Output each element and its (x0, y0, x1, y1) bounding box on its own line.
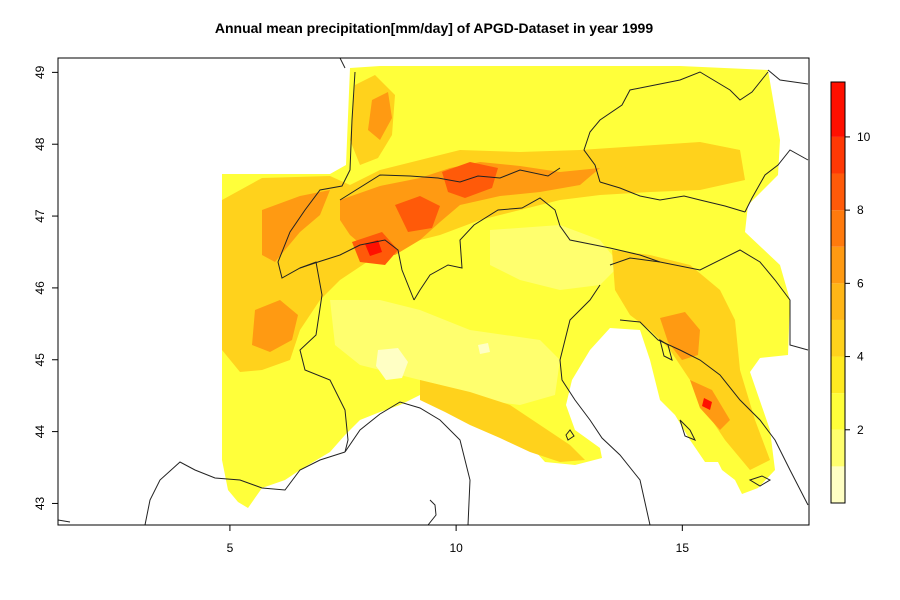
y-axis: 43 44 45 46 47 48 49 (33, 65, 58, 510)
precip-region (660, 312, 700, 360)
precip-region (376, 348, 408, 380)
x-tick-label: 5 (227, 541, 234, 555)
precip-region (368, 92, 392, 140)
x-tick-label: 15 (676, 541, 690, 555)
colorbar-swatch (831, 246, 845, 284)
precip-region (442, 162, 498, 198)
colorbar-swatch (831, 173, 845, 211)
precip-region (252, 300, 298, 352)
y-tick-label: 44 (33, 425, 47, 439)
precip-region (330, 300, 560, 405)
precip-region (490, 225, 620, 290)
precip-region (702, 398, 712, 410)
precip-region (420, 380, 585, 462)
colorbar-tick-label: 10 (857, 130, 871, 144)
x-tick-label: 10 (449, 541, 463, 555)
border-line (767, 69, 809, 85)
colorbar-tick-label: 4 (857, 350, 864, 364)
precip-region (340, 162, 600, 255)
precip-region (600, 150, 720, 172)
border-line (339, 167, 561, 201)
x-axis: 5 10 15 (227, 525, 690, 555)
colorbar-swatch (831, 356, 845, 394)
colorbar-swatch (831, 283, 845, 320)
plot-frame (57, 57, 810, 526)
country-borders (58, 58, 809, 525)
colorbar-swatch (831, 319, 845, 357)
colorbar-tick-label: 8 (857, 203, 864, 217)
colorbar-swatch (831, 466, 845, 503)
y-tick-label: 49 (33, 65, 47, 79)
colorbar-swatch (831, 136, 845, 174)
border-line (599, 181, 746, 213)
y-tick-label: 47 (33, 209, 47, 223)
border-line (583, 87, 641, 183)
border-line (619, 319, 809, 506)
border-line (144, 451, 346, 525)
precip-region (612, 250, 770, 470)
y-tick-label: 46 (33, 281, 47, 295)
y-tick-label: 48 (33, 137, 47, 151)
border-line (609, 249, 809, 351)
colorbar-swatch (831, 393, 845, 430)
colorbar-tick-label: 6 (857, 276, 864, 290)
border-line (744, 149, 809, 213)
precipitation-field (222, 66, 790, 508)
precip-region (395, 196, 440, 232)
precip-region (478, 343, 490, 354)
colorbar-swatch (831, 210, 845, 247)
border-line (339, 58, 346, 69)
y-tick-label: 43 (33, 496, 47, 510)
border-line (559, 284, 651, 525)
border-line (413, 197, 661, 301)
colorbar-frame (830, 81, 846, 504)
colorbar-swatch (831, 429, 845, 467)
border-line (565, 429, 575, 441)
colorbar-tick-label: 2 (857, 423, 864, 437)
border-line (299, 239, 415, 301)
precip-region (262, 190, 330, 262)
border-line (427, 499, 437, 525)
colorbar: 2 4 6 8 10 (830, 81, 871, 504)
border-line (679, 419, 697, 441)
colorbar-swatch (831, 82, 845, 137)
precip-region (365, 240, 382, 256)
chart-title: Annual mean precipitation[mm/day] of APG… (214, 20, 654, 36)
border-line (659, 338, 673, 361)
border-line (344, 401, 471, 525)
y-tick-label: 45 (33, 353, 47, 367)
map-panel (58, 58, 809, 525)
border-line (748, 475, 772, 487)
border-line (58, 519, 71, 523)
border-line (639, 71, 769, 101)
